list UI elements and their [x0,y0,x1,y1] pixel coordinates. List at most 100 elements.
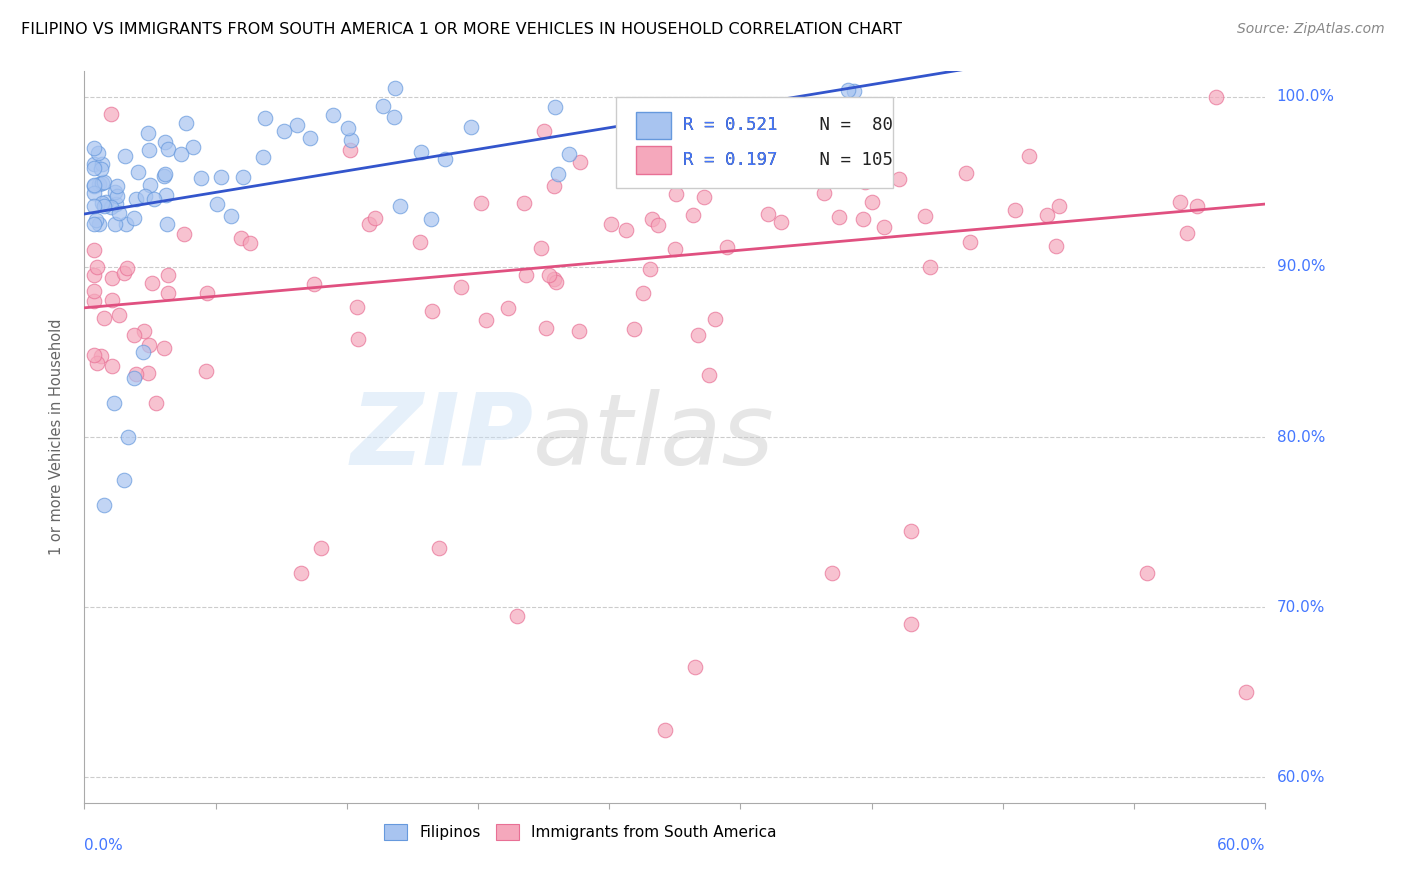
Text: 60.0%: 60.0% [1277,770,1324,785]
Text: R = 0.197: R = 0.197 [683,151,778,169]
Point [176,116,198,130]
Point [842,84,865,98]
Point [136,126,159,140]
Point [183,140,205,154]
Point [475,313,498,327]
Point [363,211,385,226]
Point [107,178,129,193]
Text: atlas: atlas [533,389,775,485]
Point [434,152,457,166]
Point [156,218,179,232]
Point [837,83,859,97]
Point [347,332,370,346]
Point [195,286,218,301]
Point [190,170,212,185]
Point [322,108,344,122]
Point [83,178,105,192]
Text: Source: ZipAtlas.com: Source: ZipAtlas.com [1237,22,1385,37]
Point [86,356,108,370]
Point [83,218,105,232]
Point [122,328,145,343]
Point [83,268,105,282]
Point [117,430,139,444]
Point [205,196,228,211]
Point [157,285,180,300]
Point [100,359,122,373]
Point [654,723,676,737]
Point [420,211,443,226]
Point [83,186,105,201]
Point [101,293,124,307]
Point [93,498,115,512]
Point [384,81,406,95]
Point [567,324,589,338]
Point [638,261,661,276]
Point [122,370,145,384]
Point [127,164,149,178]
Point [83,348,105,362]
Point [824,118,846,132]
Point [108,308,131,322]
Point [100,107,122,121]
Point [232,169,254,184]
Point [86,146,108,161]
Point [136,367,159,381]
Point [115,218,138,232]
Point [1168,194,1191,209]
Point [920,260,942,274]
Point [112,266,135,280]
Point [546,276,568,290]
Text: FILIPINO VS IMMIGRANTS FROM SOUTH AMERICA 1 OR MORE VEHICLES IN HOUSEHOLD CORREL: FILIPINO VS IMMIGRANTS FROM SOUTH AMERIC… [21,22,903,37]
Point [93,311,115,326]
Point [83,157,105,171]
Point [273,123,295,137]
Point [219,209,242,223]
Point [238,236,260,251]
Point [155,135,177,149]
Point [860,195,883,210]
Point [100,200,122,214]
Point [209,170,232,185]
Y-axis label: 1 or more Vehicles in Household: 1 or more Vehicles in Household [49,318,63,556]
Point [665,186,688,201]
Point [83,244,105,258]
Point [872,219,894,234]
Point [959,235,981,249]
Point [427,541,450,555]
Point [411,145,433,160]
Point [114,149,136,163]
Legend: Filipinos, Immigrants from South America: Filipinos, Immigrants from South America [378,818,783,847]
Point [389,199,412,213]
Point [686,328,709,343]
Point [124,211,146,225]
Point [693,190,716,204]
Point [153,341,176,355]
Point [138,143,160,157]
Point [254,111,277,125]
Point [112,473,135,487]
Text: R = 0.521    N =  80: R = 0.521 N = 80 [683,117,893,135]
Point [450,280,472,294]
Point [104,218,127,232]
Point [853,176,876,190]
Point [614,172,637,186]
Point [357,217,380,231]
Point [90,161,112,176]
Point [153,169,176,183]
Point [157,142,180,156]
Point [699,368,721,383]
Point [470,195,492,210]
Text: 80.0%: 80.0% [1277,430,1324,444]
Point [336,121,359,136]
Point [105,189,128,203]
Point [83,161,105,175]
Point [683,659,706,673]
Bar [636,146,671,174]
Point [145,396,167,410]
Point [153,167,176,181]
FancyBboxPatch shape [616,97,893,188]
Point [173,227,195,242]
Point [125,367,148,381]
Point [91,177,114,191]
Point [93,199,115,213]
